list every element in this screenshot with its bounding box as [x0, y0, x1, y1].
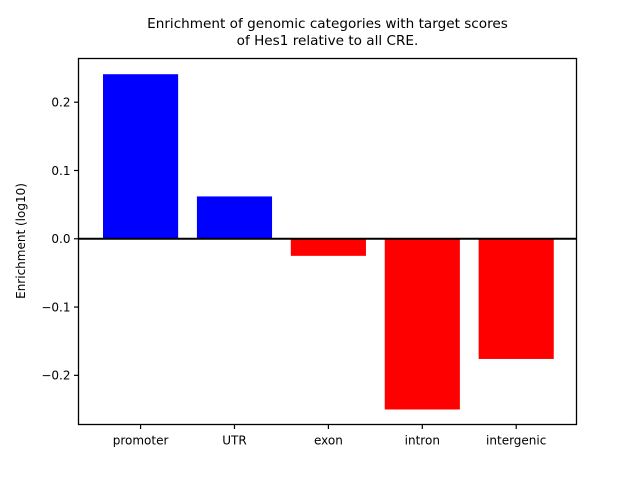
- chart-title: Enrichment of genomic categories with ta…: [78, 16, 577, 50]
- x-tick-label-intergenic: intergenic: [486, 434, 546, 448]
- y-tick-label: 0.2: [51, 96, 70, 110]
- bar-intergenic: [478, 238, 554, 359]
- bar-UTR: [196, 196, 273, 239]
- y-tick-label: −0.1: [41, 300, 70, 314]
- plot-frame: [77, 57, 578, 426]
- x-tick-label-UTR: UTR: [222, 434, 246, 448]
- bar-intron: [384, 238, 460, 410]
- y-tick-label: −0.2: [41, 369, 70, 383]
- bar-promoter: [103, 74, 179, 239]
- x-tick-label-promoter: promoter: [113, 434, 169, 448]
- x-tick-label-intron: intron: [405, 434, 440, 448]
- chart-title-line-1: Enrichment of genomic categories with ta…: [147, 16, 508, 32]
- y-tick-label: 0.1: [51, 164, 70, 178]
- bar-exon: [290, 238, 366, 256]
- x-tick-label-exon: exon: [314, 434, 343, 448]
- chart-title-line-2: of Hes1 relative to all CRE.: [236, 32, 419, 49]
- y-tick-label: 0.0: [51, 232, 70, 246]
